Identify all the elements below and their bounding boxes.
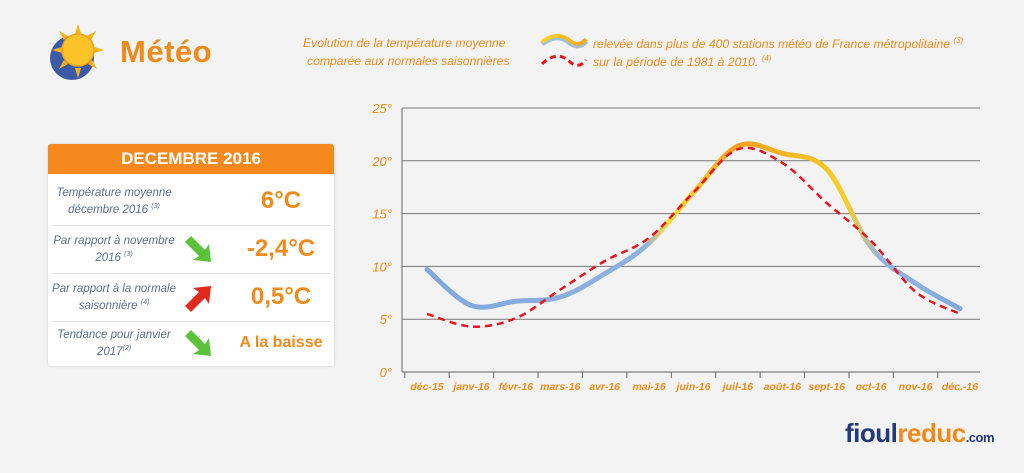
stat-label: Par rapport à novembre 2016 (3) — [53, 234, 175, 264]
x-axis: déc-15 janv-16 févr-16 mars-16 avr-16 mai-16 j… — [410, 381, 978, 393]
normal-line-legend-icon — [540, 54, 588, 67]
green-down-arrow-icon — [185, 236, 211, 262]
x-tick-label: juil-16 — [721, 381, 754, 393]
divider — [52, 273, 330, 274]
chart-legend: Evolution de la température moyenne rele… — [300, 34, 1020, 74]
divider — [52, 225, 330, 226]
chart-series — [424, 141, 963, 328]
stat-row-vs-normal: Par rapport à la normale saisonnière (4)… — [48, 274, 334, 320]
stat-value: 6°C — [260, 187, 302, 214]
stat-label: Tendance pour janvier 2017(2) — [57, 328, 171, 358]
y-tick-label: 10° — [372, 259, 392, 274]
stat-value: 0,5°C — [250, 283, 312, 310]
stats-panel: DECEMBRE 2016 Température moyenne décemb… — [48, 144, 334, 366]
y-tick-label: 20° — [371, 154, 392, 169]
green-down-arrow-icon — [185, 330, 211, 356]
legend-actual-text: Evolution de la température moyenne — [303, 36, 506, 50]
x-tick-label: déc-15 — [410, 381, 443, 393]
x-tick-label: avr-16 — [589, 381, 620, 393]
stat-label: Par rapport à la normale saisonnière (4) — [51, 282, 176, 312]
x-tick-label: oct-16 — [856, 381, 887, 393]
divider — [52, 321, 330, 322]
legend-normal-text-right: sur la période de 1981 à 2010. (4) — [593, 54, 772, 70]
series-line-actual — [424, 141, 963, 312]
stat-value: A la baisse — [239, 334, 323, 351]
header: Météo — [44, 22, 264, 86]
y-tick-label: 5° — [380, 312, 392, 327]
chart-grid — [401, 107, 980, 378]
x-tick-label: mai-16 — [632, 381, 665, 393]
series-line-normal — [426, 146, 961, 328]
stat-row-average: Température moyenne décembre 2016 (3) 6°… — [48, 178, 334, 224]
stat-row-vs-november: Par rapport à novembre 2016 (3) -2,4°C — [48, 226, 334, 272]
legend-normal-text: comparée aux normales saisonnières — [307, 54, 510, 68]
x-tick-label: mars-16 — [540, 381, 580, 393]
x-tick-label: sept-16 — [808, 381, 845, 393]
y-tick-label: 0° — [380, 365, 392, 380]
y-tick-label: 15° — [372, 207, 392, 222]
x-tick-label: août-16 — [764, 381, 802, 393]
stat-row-trend: Tendance pour janvier 2017(2) A la baiss… — [48, 320, 334, 366]
stat-value: -2,4°C — [246, 235, 316, 262]
red-up-arrow-icon — [185, 286, 211, 312]
actual-line-legend-icon — [540, 34, 588, 49]
brand-logo: fioulreduc.com — [845, 418, 995, 448]
x-tick-label: févr-16 — [499, 381, 534, 393]
stat-label: Température moyenne décembre 2016 (3) — [56, 186, 172, 216]
legend-actual-text-right: relevée dans plus de 400 stations météo … — [593, 36, 964, 52]
sun-icon — [50, 24, 104, 80]
x-tick-label: nov-16 — [899, 381, 933, 393]
page-title: Météo — [120, 34, 213, 69]
x-tick-label: juin-16 — [675, 381, 711, 393]
x-tick-label: janv-16 — [451, 381, 489, 393]
panel-title: DECEMBRE 2016 — [48, 144, 334, 174]
y-axis: 0° 5° 10° 15° 20° 25° — [371, 101, 392, 380]
x-tick-label: déc.-16 — [942, 381, 978, 393]
y-tick-label: 25° — [371, 101, 392, 116]
temperature-chart: 0° 5° 10° 15° 20° 25° déc-15 janv-16 févr-16 mar… — [371, 101, 980, 393]
